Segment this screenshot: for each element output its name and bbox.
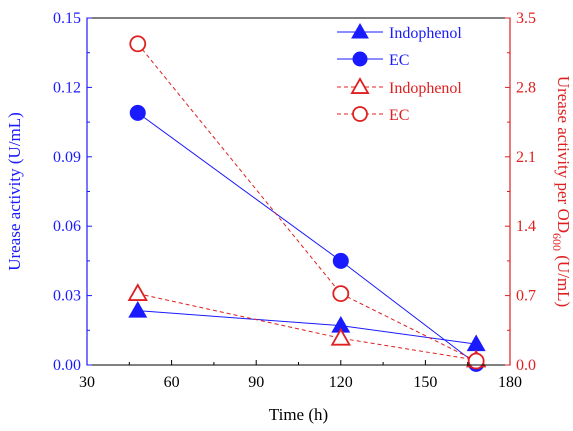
series-line (137, 310, 477, 345)
y-right-tick-label: 2.8 (516, 79, 536, 96)
x-tick-label: 60 (164, 374, 180, 391)
series-ec-right (129, 35, 485, 370)
y-right-tick-label: 3.5 (516, 10, 536, 27)
legend: Indophenol EC Indophenol EC (337, 22, 462, 124)
series-marker (352, 51, 368, 67)
series-marker (350, 77, 370, 94)
x-tick-label: 150 (413, 374, 437, 391)
y-right-tick-label: 2.1 (516, 149, 536, 166)
y-left-tick-label: 0.12 (53, 79, 81, 96)
legend-item: EC (337, 51, 409, 69)
series-marker (467, 352, 485, 370)
series-marker (332, 252, 349, 269)
legend-item: EC (337, 106, 409, 124)
y-left-tick-label: 0.03 (53, 288, 81, 305)
series-marker (351, 22, 369, 39)
series-marker (330, 327, 351, 346)
y-right-tick-label: 0.7 (516, 288, 536, 305)
y-right-tick-label: 1.4 (516, 218, 536, 235)
series-marker (129, 104, 146, 121)
y-axis-right-label-prefix: Urease activity per OD (554, 76, 573, 233)
series-marker (129, 35, 147, 53)
series-marker (352, 106, 368, 122)
x-tick-label: 180 (498, 374, 522, 391)
series-line (137, 112, 477, 365)
x-tick-label: 30 (79, 374, 95, 391)
series-marker (332, 285, 350, 303)
y-left-tick-label: 0.00 (53, 357, 81, 374)
y-axis-right-label-subscript: 600 (550, 233, 564, 251)
plot-frame (86, 17, 511, 366)
x-tick-label: 90 (248, 374, 264, 391)
legend-label: Indophenol (389, 80, 462, 97)
series-indophenol-right (127, 283, 487, 368)
series-line (137, 43, 477, 362)
legend-label: EC (389, 107, 409, 124)
series-ec-left (129, 104, 485, 372)
x-tick-label: 120 (329, 374, 353, 391)
series-marker (128, 301, 148, 318)
series-indophenol-left (128, 301, 486, 352)
legend-label: EC (389, 52, 409, 69)
y-right-tick-label: 0.0 (516, 357, 536, 374)
y-axis-right-label-suffix: (U/mL) (554, 251, 573, 307)
y-left-tick-label: 0.15 (53, 10, 81, 27)
y-axis-left-label: Urease activity (U/mL) (5, 112, 24, 271)
y-left-tick-label: 0.06 (53, 218, 81, 235)
series-line (137, 293, 477, 361)
series-marker (127, 283, 148, 301)
y-left-tick-label: 0.09 (53, 149, 81, 166)
legend-label: Indophenol (389, 25, 462, 42)
x-axis-label: Time (h) (269, 405, 328, 424)
legend-item: Indophenol (337, 77, 462, 97)
y-axis-right-label: Urease activity per OD600 (U/mL) (550, 76, 573, 307)
legend-item: Indophenol (337, 22, 462, 42)
